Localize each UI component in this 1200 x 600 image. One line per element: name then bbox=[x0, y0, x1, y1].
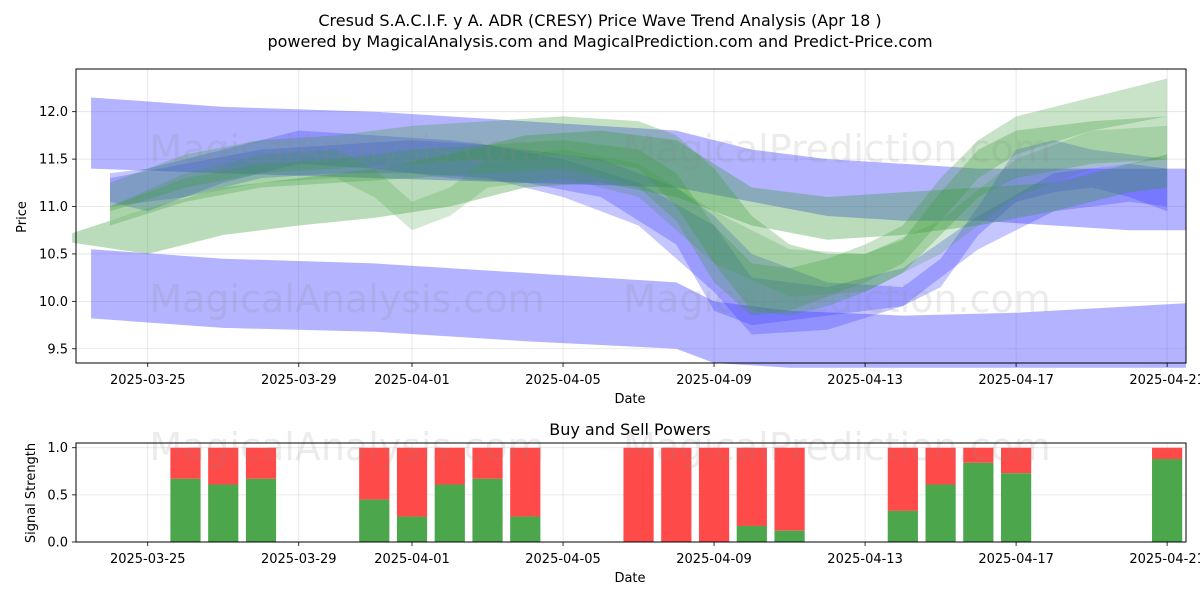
signal-x-tick-label: 2025-04-13 bbox=[827, 552, 903, 567]
price-plot-frame bbox=[75, 68, 1187, 364]
sell-power-bar bbox=[359, 447, 390, 500]
buy-power-bar bbox=[1001, 473, 1032, 542]
price-plot: MagicalAnalysis.com MagicalPrediction.co… bbox=[15, 68, 1200, 407]
price-y-tick-label: 9.5 bbox=[47, 342, 68, 357]
sell-power-bar bbox=[661, 447, 692, 542]
signal-plot-y-label: Signal Strength bbox=[24, 443, 39, 543]
signal-y-tick-label: 0.0 bbox=[47, 536, 68, 551]
price-x-tick-label: 2025-04-21 bbox=[1129, 373, 1200, 388]
price-plot-y-axis: 9.5 10.0 10.5 11.0 11.5 12.0 bbox=[39, 105, 76, 357]
price-plot-bands bbox=[72, 78, 1187, 368]
buy-power-bar bbox=[208, 484, 239, 542]
sell-power-bar bbox=[736, 447, 767, 526]
sell-power-bar bbox=[887, 447, 918, 511]
signal-x-tick-label: 2025-03-25 bbox=[110, 552, 186, 567]
signal-plot: Buy and Sell Powers MagicalAnalysis.com … bbox=[24, 420, 1200, 586]
price-x-tick-label: 2025-03-25 bbox=[110, 373, 186, 388]
sell-power-bar bbox=[208, 447, 239, 485]
buy-power-bar bbox=[925, 484, 956, 542]
sell-power-bar bbox=[472, 447, 503, 479]
signal-plot-bars bbox=[170, 447, 1183, 542]
signal-x-tick-label: 2025-04-21 bbox=[1129, 552, 1200, 567]
buy-power-bar bbox=[510, 516, 541, 542]
price-x-tick-label: 2025-04-13 bbox=[827, 373, 903, 388]
watermark-text: MagicalPrediction.com bbox=[623, 277, 1051, 321]
price-x-tick-label: 2025-04-01 bbox=[374, 373, 450, 388]
price-x-tick-label: 2025-04-05 bbox=[525, 373, 601, 388]
sell-power-bar bbox=[963, 447, 994, 463]
price-plot-x-label: Date bbox=[614, 392, 645, 407]
price-x-tick-label: 2025-03-29 bbox=[261, 373, 337, 388]
price-plot-background bbox=[76, 69, 1186, 363]
price-plot-x-axis: 2025-03-25 2025-03-29 2025-04-01 2025-04-05… bbox=[110, 363, 1200, 388]
signal-x-tick-label: 2025-04-09 bbox=[676, 552, 752, 567]
price-y-tick-label: 11.5 bbox=[39, 153, 68, 168]
price-plot-grid bbox=[76, 69, 1186, 363]
buy-power-bar bbox=[245, 478, 277, 542]
sell-power-bar bbox=[623, 447, 654, 542]
watermark-text: MagicalAnalysis.com bbox=[149, 425, 544, 469]
price-plot-watermarks: MagicalAnalysis.com MagicalPrediction.co… bbox=[149, 127, 1050, 321]
signal-y-tick-label: 0.5 bbox=[47, 488, 68, 503]
price-x-tick-label: 2025-04-09 bbox=[676, 373, 752, 388]
buy-power-bar bbox=[170, 478, 201, 542]
buy-power-bar bbox=[887, 510, 918, 542]
signal-plot-watermarks: MagicalAnalysis.com MagicalPrediction.co… bbox=[149, 425, 1050, 469]
signal-x-tick-label: 2025-04-17 bbox=[978, 552, 1054, 567]
sell-power-bar bbox=[510, 447, 541, 517]
buy-power-bar bbox=[1152, 459, 1183, 542]
price-wave-band-blue bbox=[110, 140, 1168, 335]
buy-power-bar bbox=[359, 499, 390, 542]
buy-power-bar bbox=[396, 516, 428, 542]
sell-power-bar bbox=[245, 447, 277, 479]
sell-power-bar bbox=[925, 447, 956, 485]
sell-power-bar bbox=[170, 447, 201, 479]
price-wave-band-blue bbox=[91, 97, 1187, 231]
price-wave-band-green bbox=[110, 125, 1168, 297]
watermark-text: MagicalAnalysis.com bbox=[149, 127, 544, 171]
signal-plot-title: Buy and Sell Powers bbox=[549, 420, 711, 439]
watermark-text: MagicalAnalysis.com bbox=[149, 277, 544, 321]
signal-plot-x-label: Date bbox=[614, 571, 645, 586]
price-y-tick-label: 12.0 bbox=[39, 105, 68, 120]
price-y-tick-label: 10.5 bbox=[39, 247, 68, 262]
price-plot-y-label: Price bbox=[15, 201, 30, 233]
signal-plot-x-axis: 2025-03-25 2025-03-29 2025-04-01 2025-04-05… bbox=[110, 542, 1200, 567]
sell-power-bar bbox=[774, 447, 805, 531]
buy-power-bar bbox=[434, 484, 465, 542]
price-wave-band-blue bbox=[110, 130, 1168, 326]
price-y-tick-label: 11.0 bbox=[39, 200, 68, 215]
price-y-tick-label: 10.0 bbox=[39, 295, 68, 310]
signal-y-tick-label: 1.0 bbox=[47, 441, 68, 456]
signal-plot-frame bbox=[75, 442, 1187, 543]
signal-x-tick-label: 2025-03-29 bbox=[261, 552, 337, 567]
watermark-text: MagicalPrediction.com bbox=[623, 127, 1051, 171]
sell-power-bar bbox=[698, 447, 730, 542]
buy-power-bar bbox=[774, 530, 805, 542]
price-wave-band-blue bbox=[91, 249, 1187, 368]
watermark-text: MagicalPrediction.com bbox=[623, 425, 1051, 469]
price-wave-band-green bbox=[110, 116, 1168, 316]
sell-power-bar bbox=[396, 447, 428, 517]
chart-title: Cresud S.A.C.I.F. y A. ADR (CRESY) Price… bbox=[318, 11, 881, 30]
signal-x-tick-label: 2025-04-05 bbox=[525, 552, 601, 567]
price-x-tick-label: 2025-04-17 bbox=[978, 373, 1054, 388]
sell-power-bar bbox=[1001, 447, 1032, 474]
price-wave-band-green bbox=[110, 78, 1168, 316]
price-wave-band-green bbox=[72, 130, 1168, 254]
buy-power-bar bbox=[472, 478, 503, 542]
sell-power-bar bbox=[434, 447, 465, 485]
chart-subtitle: powered by MagicalAnalysis.com and Magic… bbox=[267, 32, 932, 51]
buy-power-bar bbox=[736, 525, 767, 542]
buy-power-bar bbox=[963, 462, 994, 542]
signal-x-tick-label: 2025-04-01 bbox=[374, 552, 450, 567]
signal-plot-y-axis: 0.0 0.5 1.0 bbox=[47, 441, 76, 551]
sell-power-bar bbox=[1152, 447, 1183, 460]
